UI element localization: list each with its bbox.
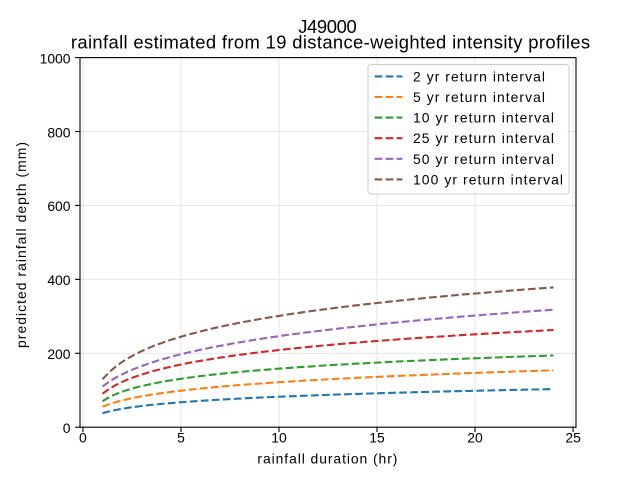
svg-text:15: 15	[369, 429, 385, 445]
svg-text:1000: 1000	[40, 50, 71, 66]
svg-text:rainfall duration (hr): rainfall duration (hr)	[257, 450, 397, 466]
svg-text:predicted rainfall depth (mm): predicted rainfall depth (mm)	[13, 142, 29, 348]
svg-text:rainfall estimated from 19 dis: rainfall estimated from 19 distance-weig…	[71, 32, 590, 53]
svg-text:10: 10	[271, 429, 287, 445]
svg-text:20: 20	[467, 429, 483, 445]
svg-text:25 yr return interval: 25 yr return interval	[413, 130, 554, 146]
svg-text:10 yr return interval: 10 yr return interval	[413, 110, 554, 126]
svg-text:J49000: J49000	[298, 16, 357, 37]
svg-text:0: 0	[63, 420, 71, 436]
svg-text:600: 600	[47, 198, 70, 214]
svg-text:5: 5	[177, 429, 185, 445]
svg-text:200: 200	[47, 346, 70, 362]
svg-text:5 yr return interval: 5 yr return interval	[413, 89, 545, 105]
svg-text:50 yr return interval: 50 yr return interval	[413, 151, 554, 167]
svg-text:800: 800	[47, 124, 70, 140]
svg-text:100 yr return interval: 100 yr return interval	[413, 171, 563, 187]
svg-text:400: 400	[47, 272, 70, 288]
svg-text:0: 0	[79, 429, 87, 445]
svg-text:2 yr return interval: 2 yr return interval	[413, 68, 545, 84]
svg-text:25: 25	[565, 429, 581, 445]
